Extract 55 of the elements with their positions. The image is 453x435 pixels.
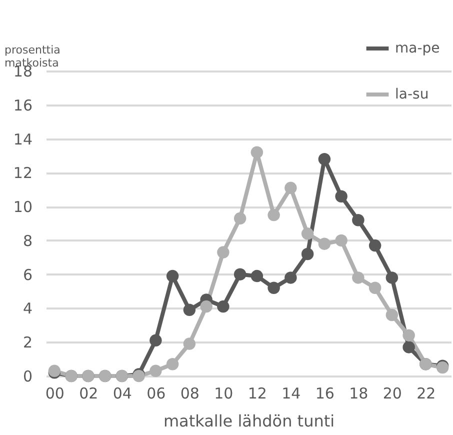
point [268,282,280,294]
y-tick-label: 6 [22,266,32,284]
point [217,300,230,313]
point [234,212,246,225]
point [150,334,162,347]
point [352,272,364,284]
legend-label: la-su [395,86,429,102]
point [250,270,264,282]
x-tick-label: 02 [79,384,98,402]
point [150,364,162,378]
point [335,234,348,247]
point [402,341,415,354]
point [402,329,415,342]
y-tick-label: 12 [13,164,32,182]
x-tick-label: 00 [45,384,64,402]
point [352,214,364,226]
point [268,208,280,222]
x-tick-label: 16 [315,384,334,402]
x-tick-label: 20 [382,384,402,402]
point [284,182,297,194]
point [301,228,314,240]
point [318,238,331,250]
x-tick-label: 12 [248,384,267,402]
point [183,304,196,316]
point [335,190,348,202]
x-tick-label: 06 [146,384,166,402]
point [301,248,314,260]
point [386,308,398,322]
point [368,239,382,252]
y-tick-label: 0 [22,368,32,386]
x-tick-label: 04 [112,384,132,402]
x-tick-label: 18 [349,384,368,402]
y-tick-label: 2 [22,334,32,352]
point [166,358,179,370]
point [166,270,179,282]
x-tick-label: 10 [214,384,234,402]
x-tick-label: 22 [416,384,436,402]
y-tick-label: 4 [22,300,32,318]
y-tick-label: 16 [13,96,32,114]
x-axis-title: matkalle lähdön tunti [163,412,335,430]
point [250,146,264,158]
y-tick-label: 14 [13,130,32,148]
point [234,268,246,280]
legend-label: ma-pe [395,40,440,56]
point [217,246,230,258]
point [386,272,398,284]
point [284,272,297,284]
y-tick-label: 8 [22,232,32,250]
point [183,338,196,350]
point [318,153,331,166]
x-tick-label: 14 [282,384,301,402]
point [368,282,382,294]
point [200,300,212,313]
x-tick-label: 08 [180,384,200,402]
y-tick-label: 10 [13,198,32,216]
